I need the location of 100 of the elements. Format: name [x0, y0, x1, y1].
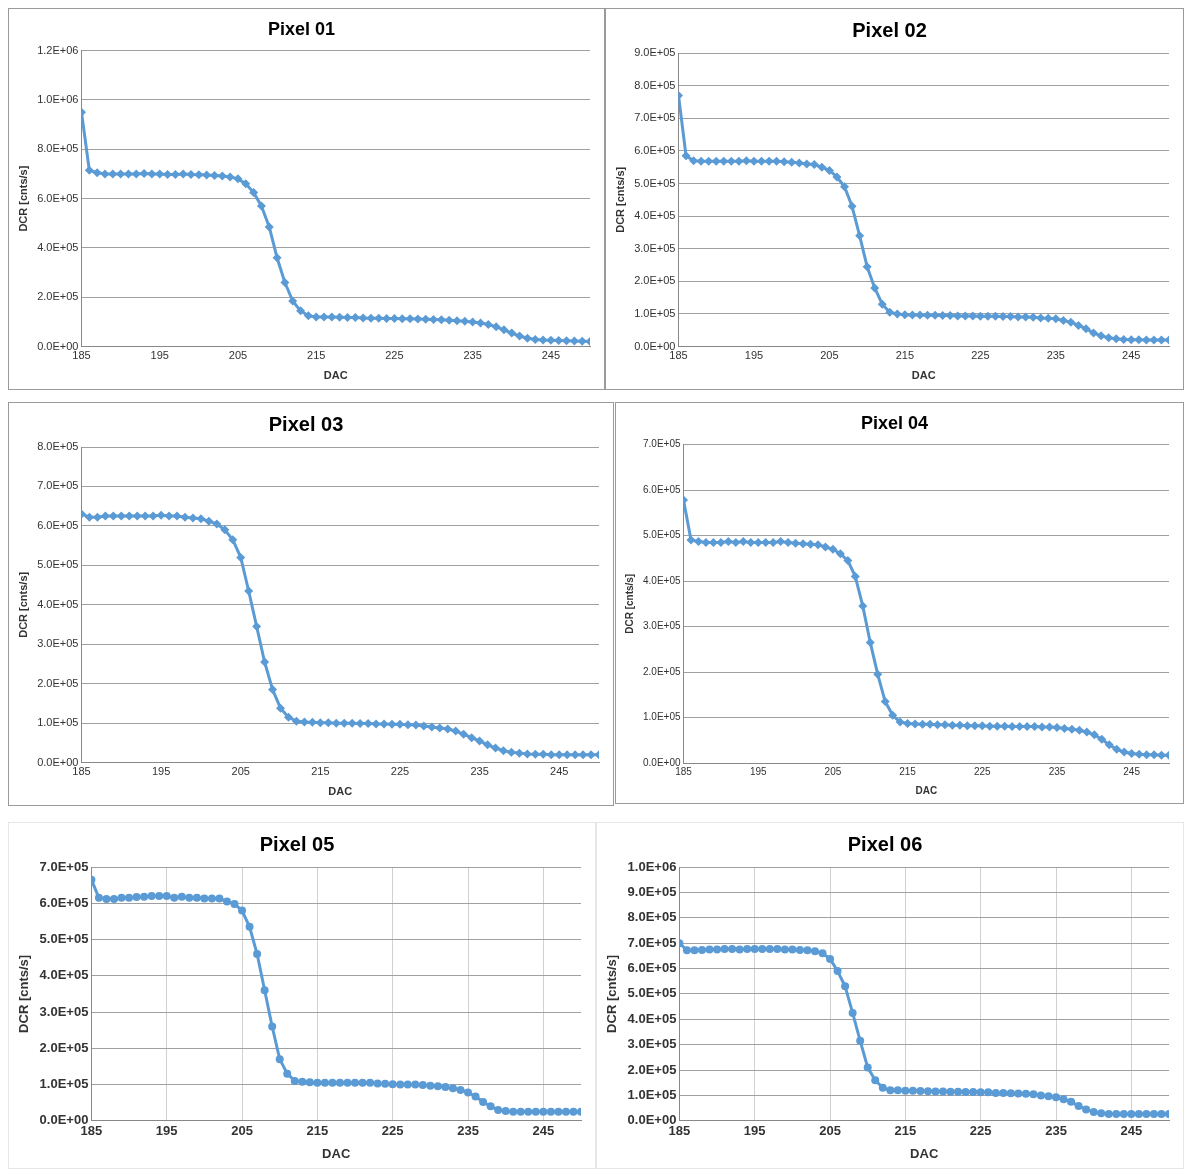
x-tick-label: 225 [385, 349, 404, 362]
y-tick-label: 5.0E+05 [39, 931, 89, 947]
y-tick-label: 4.0E+05 [634, 209, 676, 222]
y-tick-label: 2.0E+05 [39, 1039, 89, 1055]
x-axis-title: DAC [910, 1145, 939, 1161]
y-tick-label: 4.0E+05 [37, 240, 79, 253]
x-tick-label: 185 [72, 349, 91, 362]
x-tick-label: 245 [541, 349, 561, 362]
y-axis-title: DCR [cnts/s] [16, 571, 29, 638]
x-tick-label: 185 [72, 765, 91, 778]
y-tick-label: 7.0E+05 [634, 111, 676, 124]
x-tick-label: 185 [669, 349, 688, 362]
x-axis-title: DAC [328, 785, 353, 798]
x-tick-label: 195 [155, 1123, 178, 1139]
y-tick-label: 6.0E+05 [37, 191, 79, 204]
x-tick-label: 245 [550, 765, 569, 778]
y-tick-label: 0.0E+00 [642, 756, 681, 768]
y-axis-title: DCR [cnts/s] [16, 954, 32, 1033]
x-tick-label: 225 [969, 1123, 992, 1139]
y-tick-label: 2.0E+05 [642, 665, 681, 677]
chart-title: Pixel 06 [847, 832, 923, 855]
x-tick-label: 235 [1045, 1123, 1067, 1139]
y-tick-label: 1.2E+06 [37, 43, 79, 56]
x-tick-label: 215 [894, 1123, 917, 1139]
x-tick-label: 215 [306, 1123, 329, 1139]
x-tick-label: 185 [675, 765, 693, 777]
y-tick-label: 1.0E+06 [37, 92, 79, 105]
y-axis-title: DCR [cnts/s] [16, 165, 29, 232]
y-tick-label: 8.0E+05 [627, 909, 677, 925]
y-tick-label: 4.0E+05 [642, 574, 681, 586]
y-tick-label: 1.0E+05 [634, 307, 676, 320]
y-tick-label: 0.0E+00 [37, 755, 79, 768]
chart-title: Pixel 03 [268, 412, 344, 435]
x-tick-label: 245 [532, 1123, 555, 1139]
x-tick-label: 215 [899, 765, 917, 777]
y-tick-label: 3.0E+05 [634, 241, 676, 254]
y-tick-label: 0.0E+00 [37, 339, 79, 352]
y-tick-label: 3.0E+05 [39, 1003, 89, 1019]
chart-title: Pixel 05 [259, 832, 335, 855]
y-tick-label: 3.0E+05 [627, 1036, 677, 1052]
x-tick-label: 225 [973, 765, 992, 777]
x-tick-label: 215 [895, 349, 915, 362]
y-tick-label: 7.0E+05 [39, 858, 89, 874]
x-tick-label: 195 [749, 765, 767, 777]
y-tick-label: 3.0E+05 [642, 620, 681, 632]
x-tick-label: 225 [381, 1123, 404, 1139]
x-tick-label: 205 [819, 1123, 841, 1139]
x-axis-title: DAC [322, 1145, 351, 1161]
y-tick-label: 7.0E+05 [642, 438, 681, 450]
y-tick-label: 2.0E+05 [37, 290, 79, 303]
x-tick-label: 235 [463, 349, 482, 362]
x-tick-label: 245 [1122, 349, 1141, 362]
y-tick-label: 2.0E+05 [37, 676, 79, 689]
x-tick-label: 195 [744, 349, 764, 362]
y-tick-label: 0.0E+00 [634, 339, 676, 352]
y-tick-label: 5.0E+05 [37, 558, 79, 571]
x-axis-title: DAC [911, 369, 936, 382]
chart-title: Pixel 04 [860, 412, 929, 433]
x-tick-label: 245 [1123, 765, 1141, 777]
y-tick-label: 6.0E+05 [627, 960, 677, 976]
x-tick-label: 185 [80, 1123, 103, 1139]
y-tick-label: 6.0E+05 [37, 518, 79, 531]
x-tick-label: 235 [1048, 765, 1066, 777]
x-tick-label: 195 [150, 349, 169, 362]
y-tick-label: 6.0E+05 [642, 483, 681, 495]
x-tick-label: 225 [390, 765, 410, 778]
x-tick-label: 205 [231, 1123, 253, 1139]
y-tick-label: 3.0E+05 [37, 637, 79, 650]
x-tick-label: 245 [1120, 1123, 1143, 1139]
x-tick-label: 235 [470, 765, 489, 778]
y-tick-label: 2.0E+05 [634, 274, 676, 287]
x-axis-title: DAC [323, 369, 348, 382]
y-tick-label: 9.0E+05 [634, 46, 676, 59]
chart-title: Pixel 01 [267, 18, 336, 39]
x-tick-label: 205 [820, 349, 839, 362]
y-tick-label: 9.0E+05 [627, 883, 677, 899]
x-tick-label: 235 [457, 1123, 479, 1139]
y-tick-label: 8.0E+05 [634, 78, 676, 91]
x-tick-label: 195 [151, 765, 171, 778]
y-tick-label: 1.0E+06 [627, 858, 677, 874]
x-tick-label: 215 [311, 765, 330, 778]
y-tick-label: 8.0E+05 [37, 142, 79, 155]
y-tick-label: 1.0E+05 [37, 716, 79, 729]
y-tick-label: 1.0E+05 [642, 711, 681, 723]
x-tick-label: 205 [231, 765, 250, 778]
y-axis-title: DCR [cnts/s] [604, 954, 620, 1033]
x-tick-label: 185 [668, 1123, 691, 1139]
y-axis-title: DCR [cnts/s] [623, 573, 635, 634]
y-tick-label: 4.0E+05 [39, 967, 89, 983]
x-tick-label: 205 [824, 765, 842, 777]
y-tick-label: 7.0E+05 [37, 479, 79, 492]
y-tick-label: 1.0E+05 [627, 1087, 677, 1102]
x-tick-label: 205 [228, 349, 248, 362]
x-axis-title: DAC [915, 784, 938, 796]
x-tick-label: 195 [743, 1123, 766, 1139]
x-tick-label: 235 [1046, 349, 1065, 362]
y-tick-label: 1.0E+05 [39, 1076, 89, 1092]
y-tick-label: 7.0E+05 [627, 934, 677, 950]
y-tick-label: 5.0E+05 [627, 985, 677, 1001]
chart-title: Pixel 02 [852, 18, 927, 41]
